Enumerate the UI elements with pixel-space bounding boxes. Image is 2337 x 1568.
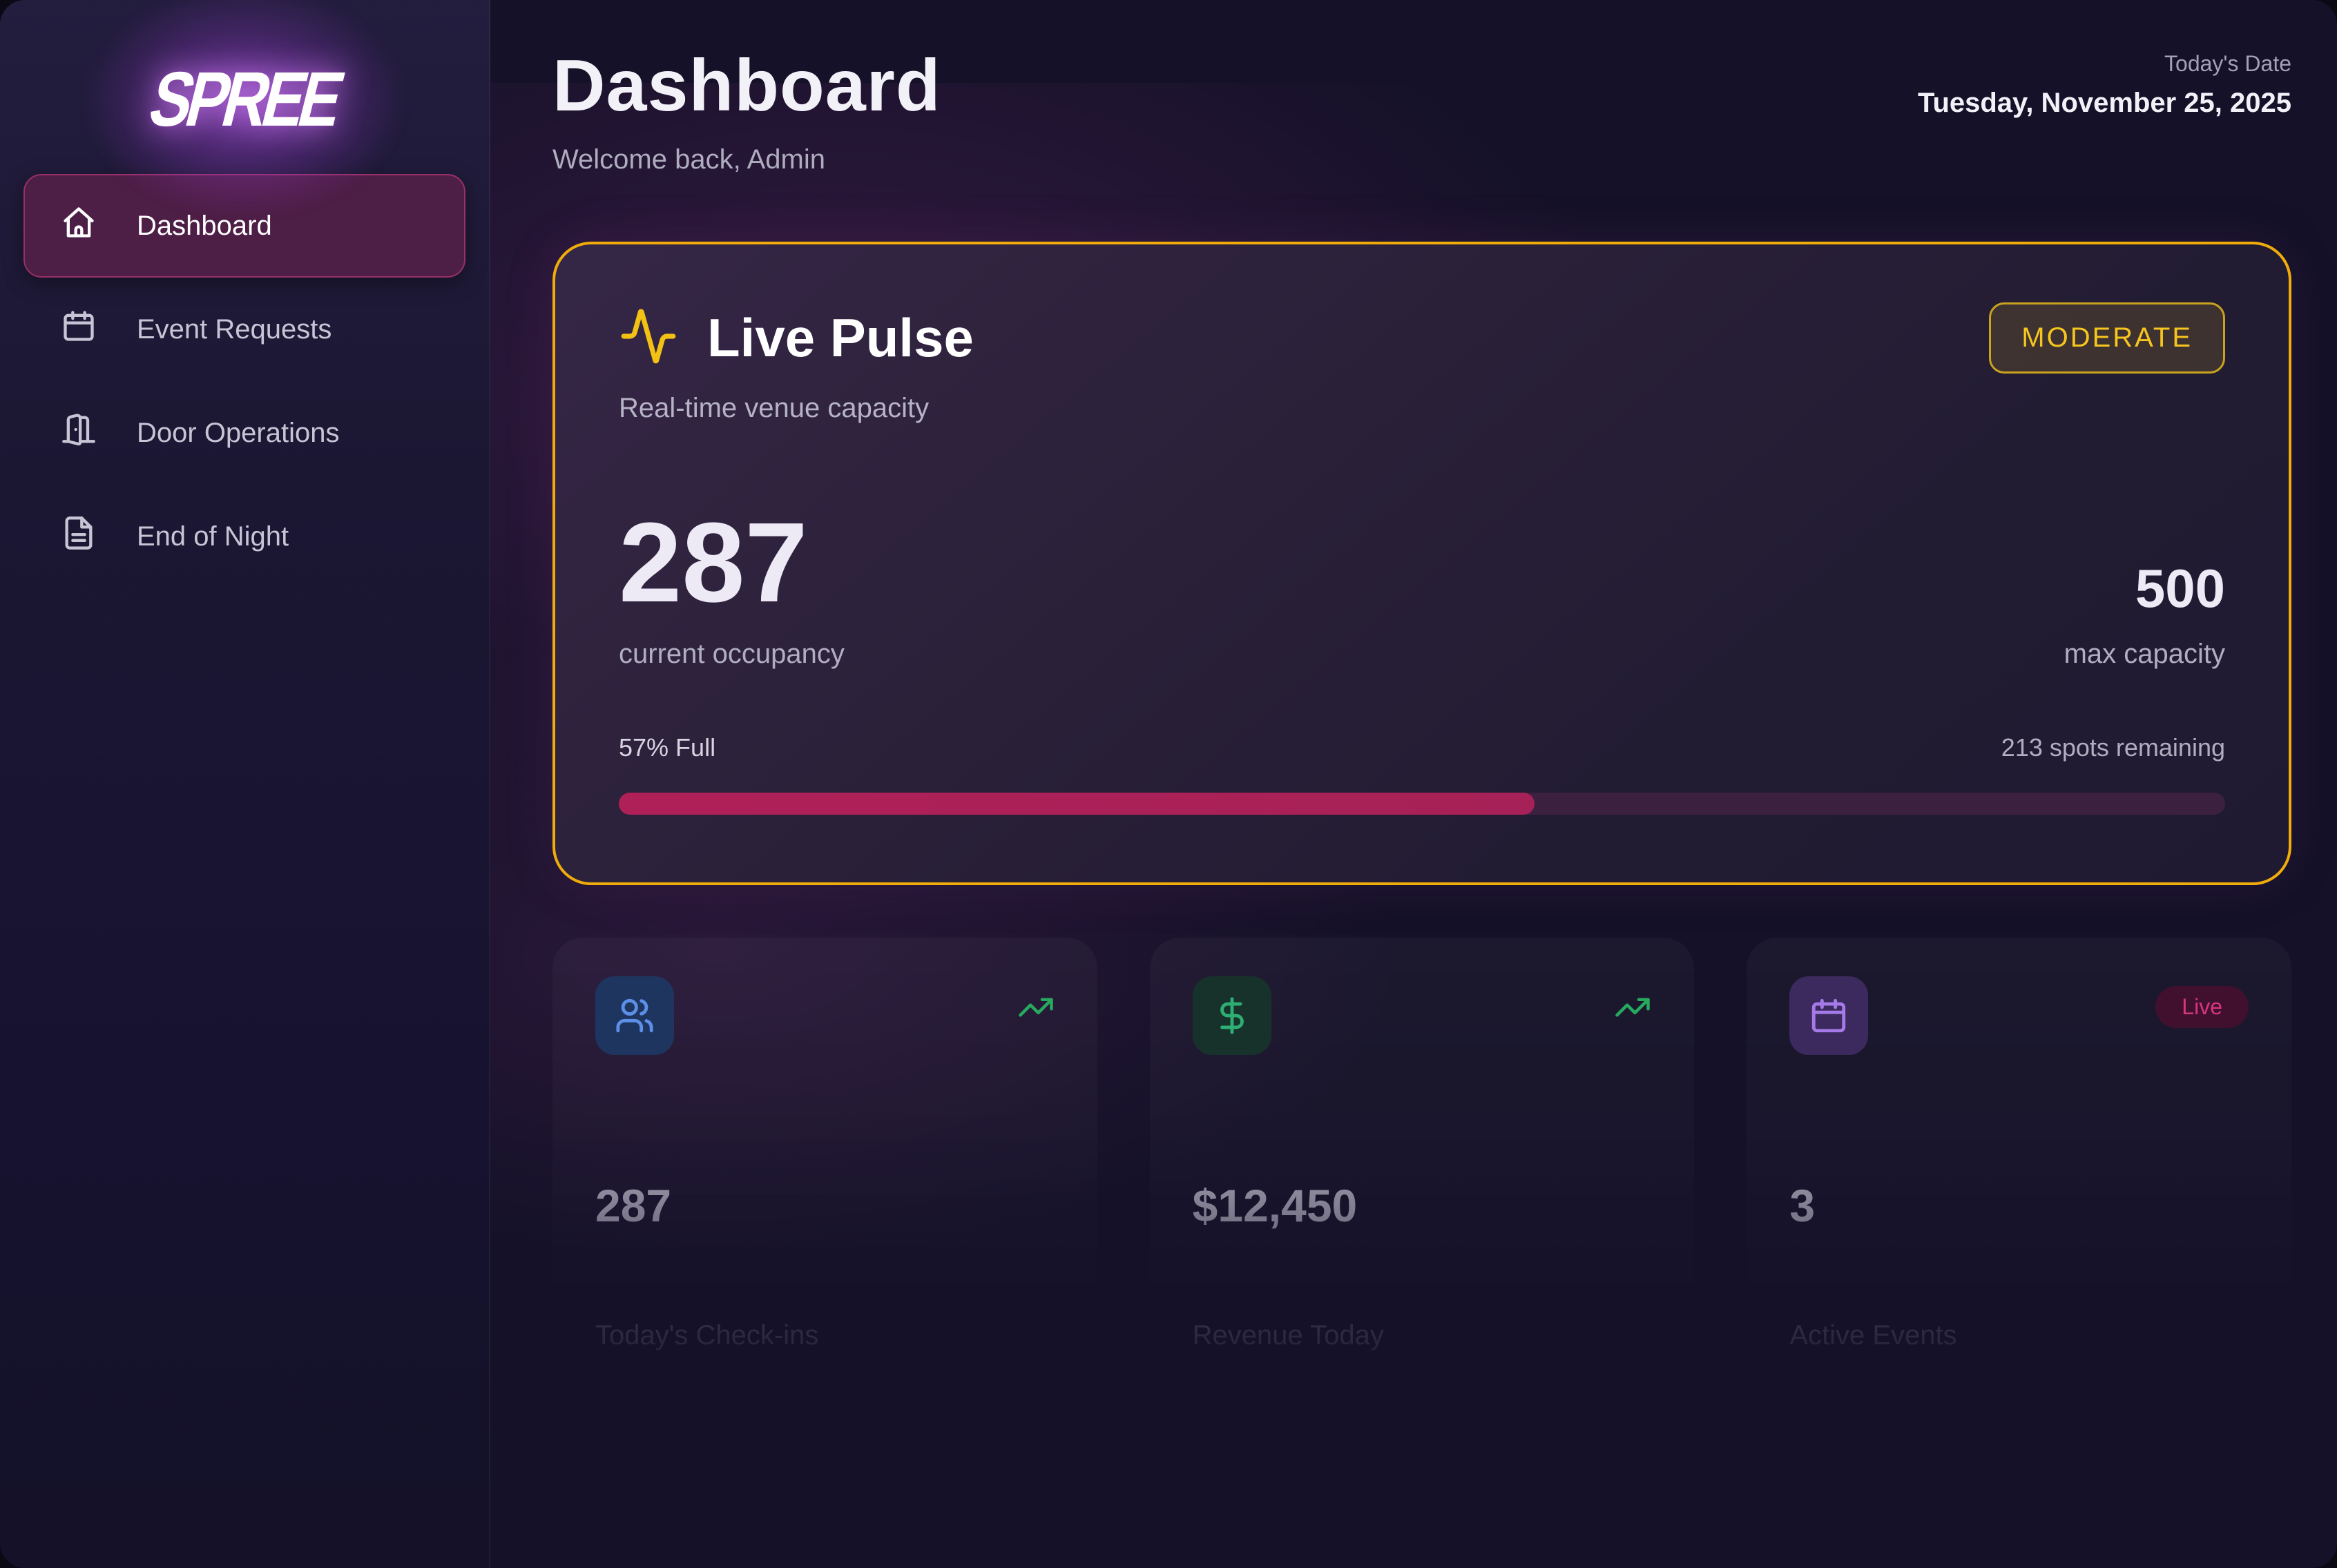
stat-label: Revenue Today bbox=[1192, 1319, 1384, 1351]
dollar-sign-icon bbox=[1192, 976, 1271, 1055]
calendar-icon bbox=[1789, 976, 1869, 1055]
file-text-icon bbox=[61, 515, 97, 558]
percent-full-text: 57% Full bbox=[619, 733, 716, 762]
capacity-progress-fill bbox=[619, 792, 1535, 815]
sidebar: SPREE Dashboard Event Requests Door Oper… bbox=[0, 0, 490, 1568]
spots-remaining-text: 213 spots remaining bbox=[2001, 733, 2225, 762]
sidebar-item-event-requests[interactable]: Event Requests bbox=[23, 278, 465, 381]
home-icon bbox=[61, 204, 97, 247]
page-header: Dashboard Welcome back, Admin Today's Da… bbox=[552, 44, 2291, 175]
sidebar-item-end-of-night[interactable]: End of Night bbox=[23, 485, 465, 588]
stat-value: 3 bbox=[1789, 1179, 1816, 1231]
max-capacity-label: max capacity bbox=[2064, 638, 2225, 669]
brand-logo-text: SPREE bbox=[141, 55, 348, 142]
date-block: Today's Date Tuesday, November 25, 2025 bbox=[1918, 44, 2291, 119]
stat-card-active-events[interactable]: Live 3 Active Events bbox=[1747, 937, 2291, 1366]
max-capacity-value: 500 bbox=[2135, 557, 2225, 619]
live-pulse-title: Live Pulse bbox=[707, 307, 974, 368]
current-occupancy-label: current occupancy bbox=[619, 638, 845, 669]
sidebar-item-label: Event Requests bbox=[137, 313, 332, 345]
logo-glow bbox=[86, 0, 403, 216]
stat-label: Active Events bbox=[1789, 1319, 1957, 1351]
stat-card-checkins[interactable]: 287 Today's Check-ins bbox=[552, 937, 1097, 1366]
sidebar-item-label: Door Operations bbox=[137, 417, 340, 448]
page-subtitle: Welcome back, Admin bbox=[552, 144, 825, 175]
capacity-status-row: 57% Full 213 spots remaining bbox=[619, 733, 2225, 762]
live-pulse-header: Live Pulse MODERATE bbox=[619, 302, 2225, 374]
stat-card-revenue[interactable]: $12,450 Revenue Today bbox=[1149, 937, 1695, 1366]
live-pulse-subtitle: Real-time venue capacity bbox=[619, 393, 930, 423]
capacity-progress-bar bbox=[619, 792, 2225, 815]
users-icon bbox=[595, 976, 674, 1055]
status-badge: MODERATE bbox=[1989, 302, 2225, 374]
sidebar-nav: Dashboard Event Requests Door Operations… bbox=[23, 174, 465, 588]
trending-up-icon bbox=[1614, 976, 1651, 1029]
trending-up-icon bbox=[1017, 976, 1055, 1029]
page-title: Dashboard bbox=[552, 45, 941, 126]
main-content: Dashboard Welcome back, Admin Today's Da… bbox=[428, 0, 2337, 1568]
live-badge: Live bbox=[2155, 985, 2249, 1028]
stat-value: 287 bbox=[595, 1179, 672, 1231]
sidebar-item-label: End of Night bbox=[137, 521, 289, 552]
calendar-icon bbox=[61, 308, 97, 351]
live-pulse-card: Live Pulse MODERATE Real-time venue capa… bbox=[552, 242, 2291, 885]
door-open-icon bbox=[61, 412, 97, 454]
occupancy-row: 287 current occupancy 500 max capacity bbox=[619, 499, 2225, 670]
stat-value: $12,450 bbox=[1192, 1179, 1358, 1231]
date-label: Today's Date bbox=[2164, 51, 2291, 76]
stat-label: Today's Check-ins bbox=[595, 1319, 819, 1351]
logo: SPREE bbox=[23, 0, 465, 216]
sidebar-item-door-operations[interactable]: Door Operations bbox=[23, 381, 465, 485]
date-value: Tuesday, November 25, 2025 bbox=[1917, 88, 2291, 118]
current-occupancy-value: 287 bbox=[619, 499, 808, 626]
activity-pulse-icon bbox=[619, 307, 678, 369]
stat-cards: 287 Today's Check-ins $12,450 Revenue To… bbox=[552, 937, 2291, 1366]
